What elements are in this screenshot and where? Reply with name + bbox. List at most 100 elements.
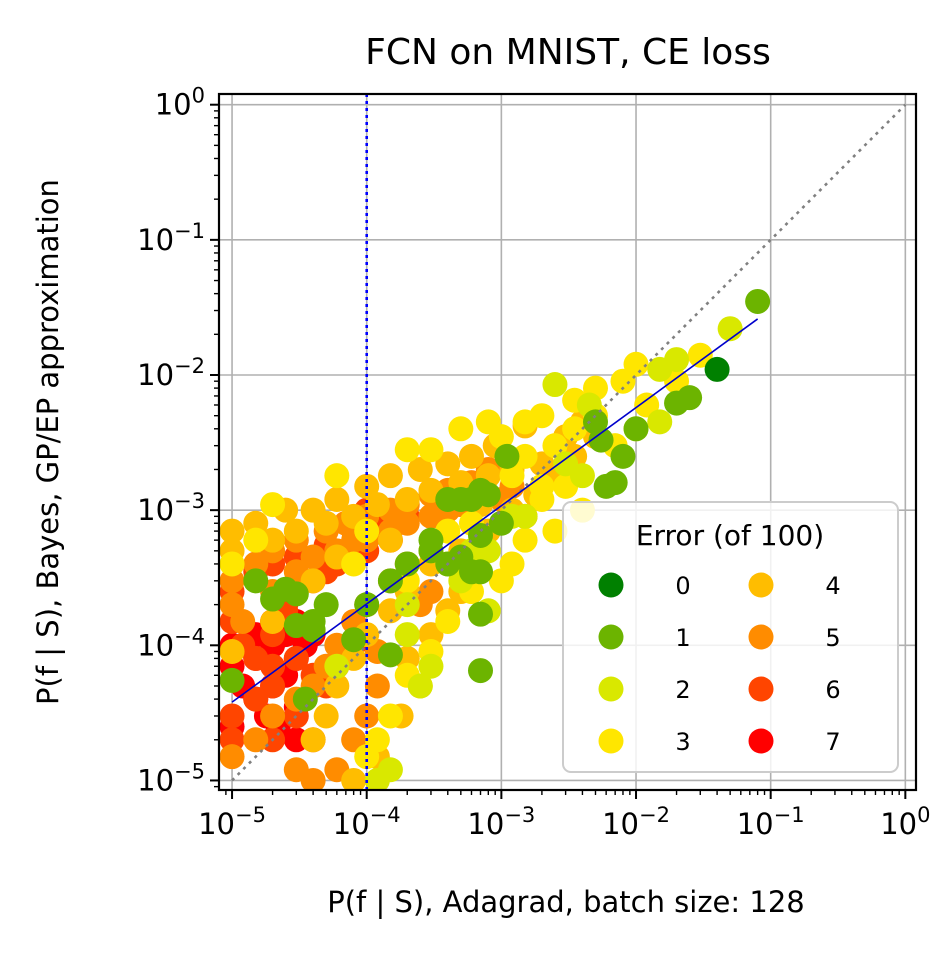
- scatter-point-error-3: [324, 463, 350, 489]
- scatter-point-error-1: [664, 390, 690, 416]
- scatter-point-error-5: [283, 757, 309, 783]
- scatter-point-error-3: [354, 744, 380, 770]
- scatter-point-error-6: [219, 703, 245, 729]
- scatter-point-error-4: [260, 609, 286, 635]
- scatter-point-error-4: [300, 568, 326, 594]
- scatter-point-error-1: [494, 443, 520, 469]
- reference-lines: [231, 94, 907, 790]
- scatter-point-error-2: [418, 653, 444, 679]
- legend-label-7: 7: [825, 728, 840, 756]
- scatter-point-error-3: [341, 551, 367, 577]
- scatter-point-error-1: [313, 592, 339, 618]
- scatter-point-error-1: [435, 486, 461, 512]
- scatter-point-error-5: [341, 727, 367, 753]
- scatter-point-error-3: [687, 342, 713, 368]
- scatter-point-error-1: [468, 601, 494, 627]
- legend: Error (of 100) 0 1 2 3 4 5 6 7: [562, 501, 899, 773]
- scatter-point-error-4: [219, 518, 245, 544]
- scatter-point-error-1: [468, 522, 494, 548]
- scatter-point-error-3: [610, 368, 636, 394]
- scatter-point-error-3: [562, 416, 588, 442]
- scatter-point-error-3: [243, 527, 269, 553]
- legend-box: [562, 501, 899, 773]
- legend-marker-7: [748, 728, 774, 754]
- scatter-point-error-4: [313, 703, 339, 729]
- scatter-point-error-2: [407, 673, 433, 699]
- scatter-point-error-4: [324, 673, 350, 699]
- y-tick-label: 100: [155, 84, 205, 122]
- scatter-point-error-4: [377, 463, 403, 489]
- x-tick-label: 10−3: [467, 803, 535, 841]
- legend-marker-1: [598, 624, 624, 650]
- scatter-point-error-2: [542, 372, 568, 398]
- scatter-point-error-1: [602, 470, 628, 496]
- legend-marker-3: [598, 728, 624, 754]
- legend-marker-2: [598, 676, 624, 702]
- y-tick-label: 10−2: [137, 354, 205, 392]
- scatter-point-error-1: [341, 627, 367, 653]
- scatter-point-error-1: [623, 416, 649, 442]
- scatter-point-error-5: [219, 744, 245, 770]
- y-tick-label: 10−5: [137, 759, 205, 797]
- scatter-point-error-6: [260, 653, 286, 679]
- scatter-point-error-4: [324, 486, 350, 512]
- scatter-point-error-3: [394, 437, 420, 463]
- scatter-point-error-1: [582, 409, 608, 435]
- scatter-point-error-3: [435, 609, 461, 635]
- scatter-point-error-1: [418, 538, 444, 564]
- scatter-point-error-6: [243, 686, 269, 712]
- x-tick-label: 10−1: [737, 803, 805, 841]
- scatter-point-error-5: [243, 727, 269, 753]
- scatter-point-error-2: [647, 409, 673, 435]
- scatter-point-error-3: [512, 409, 538, 435]
- scatter-point-error-2: [324, 653, 350, 679]
- scatter-point-error-1: [610, 443, 636, 469]
- scatter-point-error-1: [292, 686, 318, 712]
- scatter-point-error-5: [230, 609, 256, 635]
- scatter-point-error-5: [354, 703, 380, 729]
- legend-marker-5: [748, 624, 774, 650]
- scatter-point-error-5: [300, 544, 326, 570]
- scatter-point-error-4: [219, 638, 245, 664]
- scatter-point-error-5: [394, 510, 420, 536]
- scatter-point-error-1: [745, 288, 771, 314]
- legend-label-0: 0: [675, 572, 690, 600]
- scatter-point-error-5: [260, 703, 286, 729]
- x-axis-label: P(f | S), Adagrad, batch size: 128: [327, 885, 805, 919]
- x-axis-ticks: 10−5 10−4 10−3 10−2 10−1 100: [198, 790, 930, 841]
- identity-diagonal-line: [231, 103, 907, 782]
- scatter-point-error-3: [499, 463, 525, 489]
- scatter-point-error-3: [448, 416, 474, 442]
- scatter-point-error-3: [377, 703, 403, 729]
- y-axis-ticks: 10−5 10−4 10−3 10−2 10−1 100: [137, 84, 219, 797]
- scatter-point-error-1: [468, 477, 494, 503]
- y-tick-label: 10−1: [137, 219, 205, 257]
- scatter-points: [219, 288, 771, 790]
- scatter-point-error-1: [300, 617, 326, 643]
- scatter-point-error-1: [219, 667, 245, 693]
- legend-label-1: 1: [675, 624, 690, 652]
- scatter-point-error-3: [488, 568, 514, 594]
- y-axis-label: P(f | S), Bayes, GP/EP approximation: [31, 179, 65, 705]
- scatter-point-error-3: [260, 492, 286, 518]
- scatter-point-error-2: [394, 622, 420, 648]
- legend-label-3: 3: [675, 728, 690, 756]
- scatter-point-error-4: [394, 486, 420, 512]
- x-tick-label: 10−4: [333, 803, 401, 841]
- scatter-point-error-3: [529, 486, 555, 512]
- scatter-point-error-3: [512, 443, 538, 469]
- scatter-point-error-1: [488, 510, 514, 536]
- scatter-point-error-6: [260, 673, 286, 699]
- scatter-point-error-1: [243, 568, 269, 594]
- legend-label-6: 6: [825, 676, 840, 704]
- scatter-point-error-4: [407, 456, 433, 482]
- scatter-point-error-2: [569, 463, 595, 489]
- scatter-point-error-4: [364, 492, 390, 518]
- scatter-point-error-3: [354, 518, 380, 544]
- scatter-point-error-0: [704, 356, 730, 382]
- y-tick-label: 10−3: [137, 489, 205, 527]
- legend-label-5: 5: [825, 624, 840, 652]
- scatter-point-error-5: [364, 673, 390, 699]
- legend-marker-0: [598, 572, 624, 598]
- chart-title: FCN on MNIST, CE loss: [365, 32, 771, 73]
